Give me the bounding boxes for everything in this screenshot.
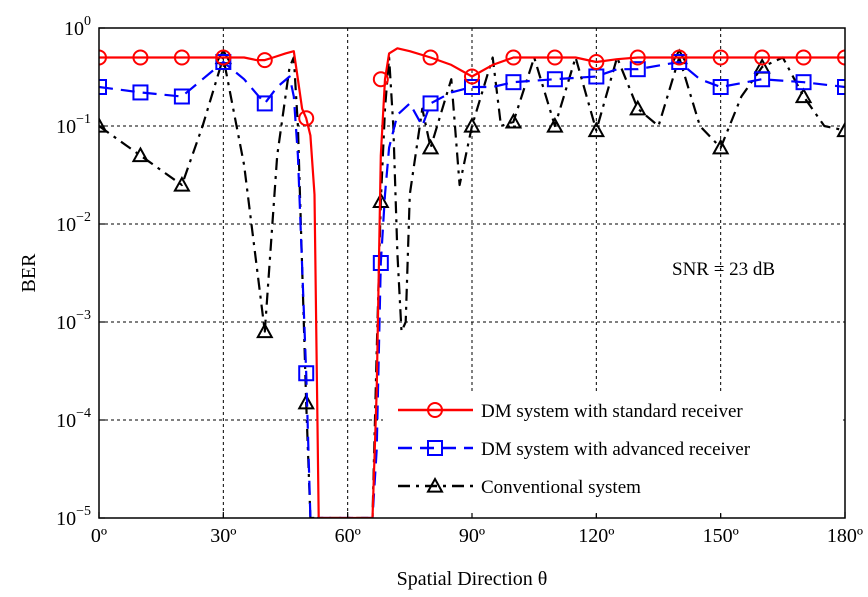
data-point-marker [505, 49, 522, 66]
y-tick-label: 10−4 [56, 406, 91, 432]
y-tick-base: 10 [56, 116, 76, 138]
data-point-marker [421, 138, 440, 155]
legend-label: Conventional system [481, 477, 641, 498]
x-axis-ticks: 0º 30º 60º 90º 120º 150º 180º [91, 512, 863, 547]
data-point-marker [256, 322, 274, 339]
y-tick-label: 10−1 [56, 112, 91, 138]
legend-marker [426, 476, 444, 493]
legend-marker [427, 440, 443, 456]
data-point-marker [837, 49, 845, 66]
x-tick-label: 90º [459, 525, 485, 547]
data-point-marker [795, 49, 812, 66]
x-tick-label: 180º [827, 525, 863, 547]
data-point-marker [546, 71, 563, 88]
data-point-marker [837, 79, 845, 96]
y-tick-label: 10−2 [56, 210, 91, 236]
legend-box [383, 393, 841, 513]
data-point-marker [629, 61, 646, 78]
data-point-marker [173, 88, 190, 105]
legend-label: DM system with standard receiver [481, 401, 743, 422]
data-point-marker [711, 138, 730, 155]
data-point-marker [505, 74, 522, 91]
data-point-marker [629, 49, 646, 66]
data-point-marker [372, 254, 389, 271]
data-point-marker [464, 79, 480, 96]
y-tick-base: 10 [56, 312, 76, 334]
y-tick-base: 10 [56, 508, 76, 530]
data-point-marker [671, 53, 688, 70]
data-point-marker [754, 71, 771, 88]
legend-entry: DM system with advanced receiver [398, 439, 751, 460]
data-point-marker [463, 116, 481, 133]
data-point-marker [546, 116, 564, 133]
data-point-marker [256, 95, 273, 112]
x-axis-label: Spatial Direction θ [397, 568, 548, 590]
legend-label: DM system with advanced receiver [481, 439, 751, 460]
data-point-marker [712, 49, 729, 66]
y-tick-exponent: −3 [76, 308, 91, 323]
legend-entry: DM system with standard receiver [398, 401, 743, 422]
y-tick-exponent: −4 [76, 406, 91, 421]
data-point-marker [372, 71, 389, 88]
data-point-marker [298, 365, 315, 382]
legend-marker [427, 402, 443, 418]
data-point-marker [132, 84, 149, 101]
y-axis-label: BER [18, 253, 40, 293]
y-tick-label: 10−5 [56, 504, 91, 530]
y-tick-base: 10 [64, 18, 84, 40]
data-point-marker [794, 87, 813, 104]
x-tick-label: 60º [335, 525, 361, 547]
series-square [99, 53, 845, 518]
y-tick-exponent: −5 [76, 504, 91, 519]
series-line [99, 56, 845, 518]
data-point-marker [256, 52, 273, 69]
y-tick-exponent: −1 [76, 112, 91, 127]
data-point-marker [795, 74, 812, 91]
data-point-marker [298, 110, 315, 127]
data-point-marker [297, 393, 315, 410]
data-point-marker [671, 49, 688, 66]
data-point-marker [99, 49, 107, 66]
series-layer [99, 47, 845, 518]
data-point-marker [712, 79, 729, 96]
y-tick-base: 10 [56, 410, 76, 432]
x-tick-label: 0º [91, 525, 107, 547]
data-point-marker [464, 68, 480, 85]
x-tick-label: 30º [210, 525, 236, 547]
y-tick-exponent: −2 [76, 210, 91, 225]
y-tick-exponent: 0 [84, 14, 91, 29]
data-point-marker [215, 49, 232, 66]
data-point-marker [836, 121, 845, 138]
legend-entry: Conventional system [398, 476, 641, 498]
data-point-marker [588, 53, 605, 70]
data-point-marker [173, 49, 190, 66]
data-point-marker [132, 49, 149, 66]
y-tick-base: 10 [56, 214, 76, 236]
snr-annotation: SNR = 23 dB [672, 259, 775, 280]
data-point-marker [587, 121, 606, 138]
data-point-marker [629, 99, 647, 116]
data-point-marker [131, 146, 150, 163]
y-tick-label: 10−3 [56, 308, 91, 334]
data-point-marker [504, 112, 523, 129]
legend: DM system with standard receiver DM syste… [383, 393, 841, 513]
data-point-marker [173, 175, 191, 192]
series-circle [99, 47, 845, 518]
x-tick-label: 120º [578, 525, 614, 547]
y-tick-label: 100 [64, 14, 91, 40]
data-point-marker [99, 79, 107, 96]
data-point-marker [215, 53, 232, 70]
data-point-marker [422, 49, 439, 66]
x-tick-label: 150º [703, 525, 739, 547]
series-triangle [99, 48, 845, 518]
data-point-marker [754, 49, 771, 66]
data-point-marker [99, 116, 108, 133]
data-point-marker [546, 49, 563, 66]
series-line [99, 47, 845, 518]
series-line [99, 60, 845, 518]
data-point-marker [422, 95, 439, 112]
